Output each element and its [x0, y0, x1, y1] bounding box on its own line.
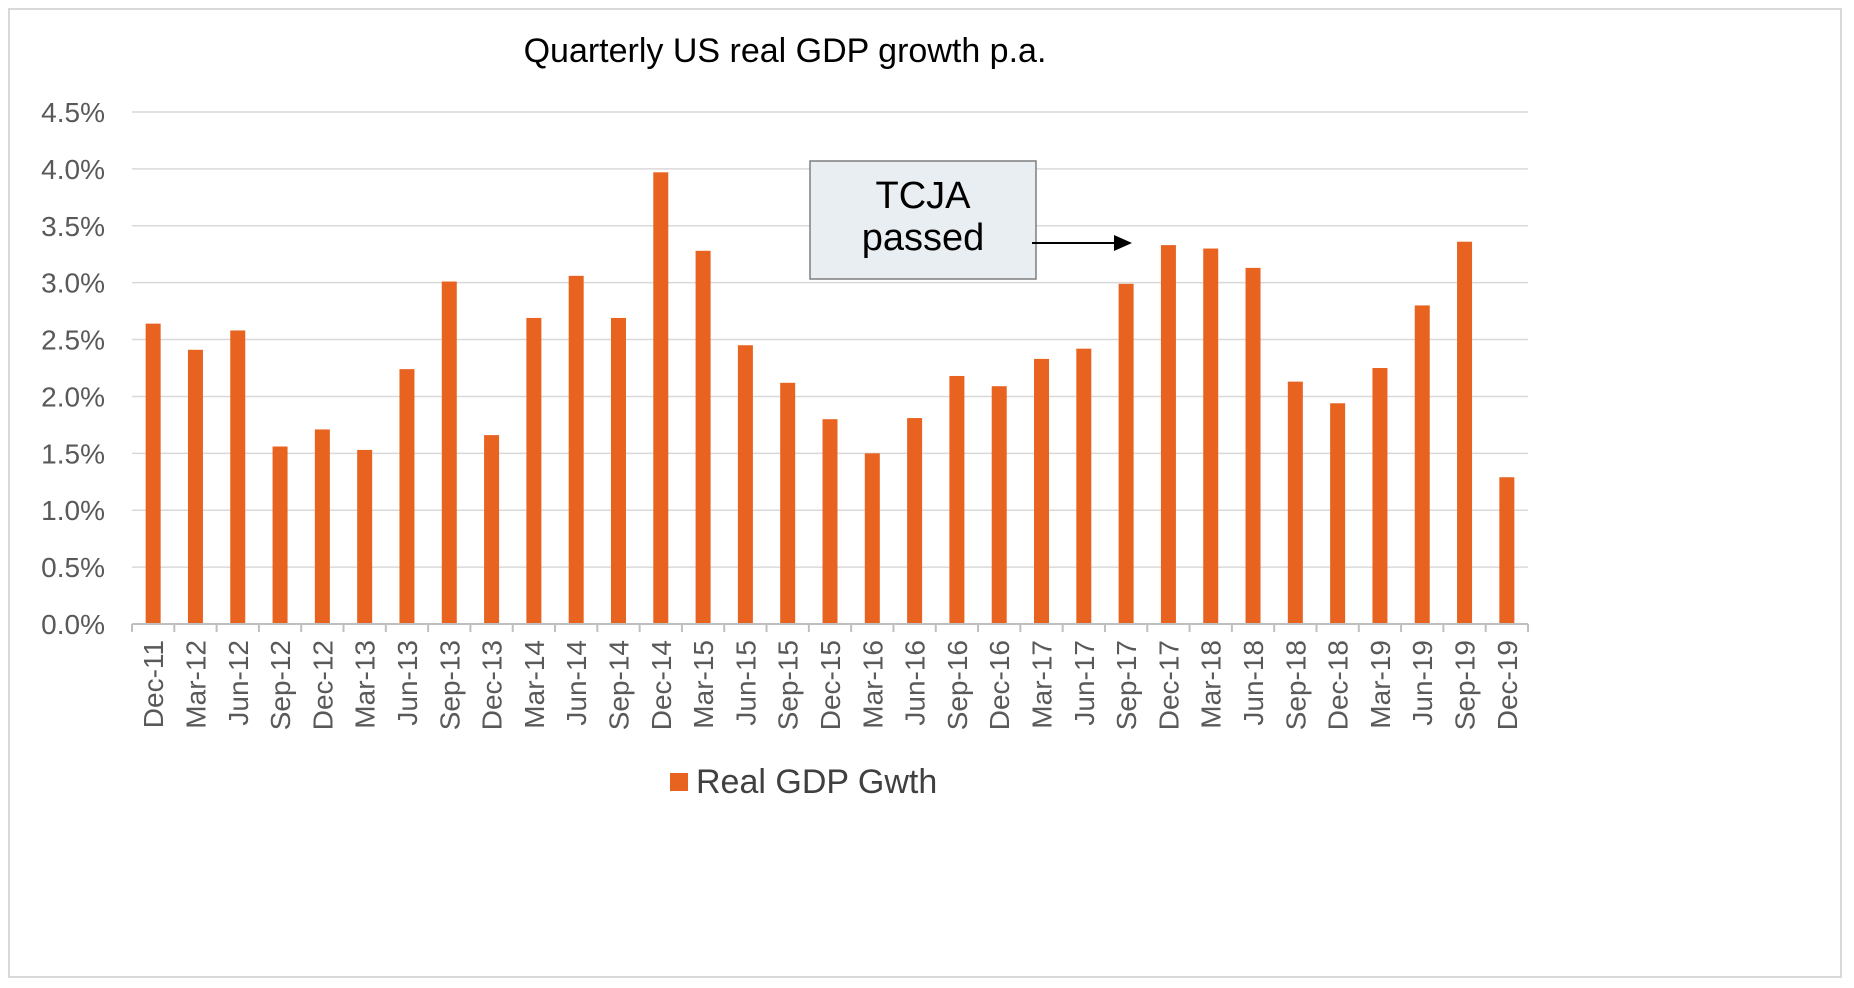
x-tick-label: Mar-19: [1365, 640, 1396, 729]
x-tick-label: Jun-13: [392, 640, 423, 726]
annotation-line1: TCJA: [876, 175, 972, 217]
bar-jun-14: [568, 275, 584, 624]
x-tick-label: Dec-17: [1153, 640, 1184, 730]
x-tick-label: Jun-17: [1069, 640, 1100, 726]
bar-mar-12: [187, 349, 203, 624]
bar-jun-16: [907, 418, 923, 624]
x-tick-label: Dec-15: [815, 640, 846, 730]
chart-title: Quarterly US real GDP growth p.a.: [524, 32, 1047, 70]
y-tick-label: 1.5%: [41, 438, 105, 469]
x-tick-label: Sep-13: [434, 640, 465, 730]
bar-sep-13: [441, 281, 457, 624]
bar-sep-18: [1287, 381, 1303, 624]
bar-sep-16: [949, 375, 965, 624]
bar-sep-12: [272, 446, 288, 624]
legend-swatch: [670, 773, 688, 791]
bar-mar-15: [695, 250, 711, 624]
x-tick-label: Jun-16: [900, 640, 931, 726]
x-tick-label: Sep-12: [265, 640, 296, 730]
x-tick-label: Jun-15: [730, 640, 761, 726]
y-tick-label: 4.0%: [41, 154, 105, 185]
y-tick-label: 3.5%: [41, 211, 105, 242]
bars: [145, 172, 1515, 625]
bar-mar-13: [357, 449, 373, 624]
x-tick-label: Mar-13: [350, 640, 381, 729]
bar-dec-15: [822, 419, 838, 624]
annotation-line2: passed: [862, 217, 985, 259]
bar-sep-17: [1118, 283, 1134, 624]
bar-jun-17: [1076, 348, 1092, 624]
x-axis-ticks: Dec-11 Mar-12 Jun-12 Sep-12 Dec-12 Mar-13 Jun-…: [138, 640, 1523, 730]
x-tick-label: Mar-12: [180, 640, 211, 729]
y-tick-label: 0.0%: [41, 609, 105, 640]
y-axis-ticks: 0.0% 0.5% 1.0% 1.5% 2.0% 2.5% 3.0% 3.5% 4.0% 4.5%: [41, 97, 105, 640]
annotation-box: [809, 160, 1037, 280]
y-tick-label: 1.0%: [41, 495, 105, 526]
x-tick-label: Mar-14: [519, 640, 550, 729]
bar-jun-15: [737, 345, 753, 624]
legend: Real GDP Gwth: [670, 763, 937, 801]
bar-sep-14: [610, 317, 626, 624]
x-tick-label: Sep-15: [773, 640, 804, 730]
bar-sep-19: [1457, 241, 1473, 624]
bar-mar-14: [526, 317, 542, 624]
x-tick-label: Sep-14: [603, 640, 634, 730]
chart-frame: Quarterly US real GDP growth p.a. 0.0% 0.…: [8, 8, 1842, 978]
x-tick-label: Jun-18: [1238, 640, 1269, 726]
x-tick-label: Sep-16: [942, 640, 973, 730]
x-tick-label: Dec-19: [1492, 640, 1523, 730]
x-tick-label: Jun-12: [223, 640, 254, 726]
x-tick-label: Mar-15: [688, 640, 719, 729]
annotation: TCJA passed: [809, 160, 1132, 280]
x-tick-label: Mar-16: [857, 640, 888, 729]
x-tick-label: Dec-12: [307, 640, 338, 730]
bar-mar-19: [1372, 368, 1388, 624]
y-tick-label: 0.5%: [41, 552, 105, 583]
bar-dec-11: [145, 323, 161, 624]
bar-sep-15: [780, 382, 796, 624]
bar-dec-18: [1330, 403, 1346, 624]
x-tick-label: Dec-11: [138, 640, 169, 728]
bar-jun-19: [1414, 305, 1430, 624]
bar-jun-18: [1245, 267, 1261, 624]
x-tick-label: Jun-19: [1407, 640, 1438, 726]
bar-mar-17: [1034, 358, 1050, 624]
x-tick-label: Dec-14: [646, 640, 677, 730]
x-tick-label: Sep-19: [1450, 640, 1481, 730]
bar-dec-16: [991, 386, 1007, 624]
x-axis: [131, 623, 1529, 632]
x-tick-label: Dec-18: [1323, 640, 1354, 730]
chart-canvas: Quarterly US real GDP growth p.a. 0.0%0.…: [41, 32, 1529, 801]
legend-label: Real GDP Gwth: [696, 763, 937, 801]
y-tick-label: 2.5%: [41, 325, 105, 356]
bar-mar-18: [1203, 248, 1219, 625]
annotation-arrow-head: [1114, 235, 1132, 251]
bar-dec-19: [1499, 477, 1515, 624]
x-tick-label: Sep-17: [1111, 640, 1142, 730]
y-tick-label: 3.0%: [41, 268, 105, 299]
bar-mar-16: [864, 453, 880, 624]
bar-dec-12: [314, 429, 330, 624]
y-tick-label: 2.0%: [41, 381, 105, 412]
x-tick-label: Dec-13: [477, 640, 508, 730]
y-tick-label: 4.5%: [41, 97, 105, 128]
bar-dec-17: [1160, 245, 1176, 624]
x-tick-label: Dec-16: [984, 640, 1015, 730]
x-tick-label: Jun-14: [561, 640, 592, 726]
x-tick-label: Sep-18: [1280, 640, 1311, 730]
bar-jun-12: [230, 330, 246, 624]
bar-dec-13: [484, 435, 500, 624]
bar-dec-14: [653, 172, 669, 624]
x-tick-label: Mar-18: [1196, 640, 1227, 729]
bar-jun-13: [399, 369, 415, 624]
x-tick-label: Mar-17: [1027, 640, 1058, 729]
